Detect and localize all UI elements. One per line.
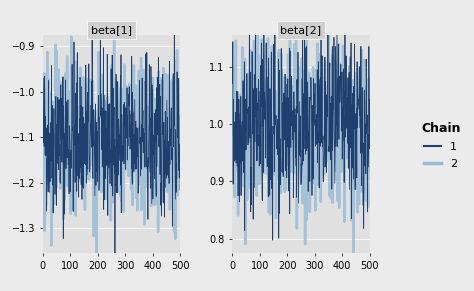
Title: beta[2]: beta[2] — [281, 25, 321, 35]
Legend: 1, 2: 1, 2 — [416, 117, 466, 174]
Title: beta[1]: beta[1] — [91, 25, 132, 35]
